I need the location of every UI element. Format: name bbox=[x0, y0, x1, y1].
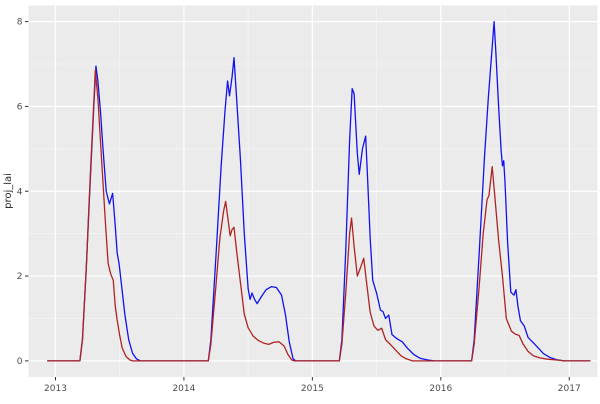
axis-tick-labels: 2013 2014 2015 2016 2017 0 2 4 6 8 bbox=[17, 18, 581, 394]
data-series bbox=[47, 20, 591, 362]
axis-tick-marks bbox=[25, 21, 570, 381]
y-tick-label-8: 8 bbox=[17, 18, 23, 28]
y-tick-label-0: 0 bbox=[17, 357, 23, 367]
x-tick-label-2017: 2017 bbox=[558, 384, 581, 394]
y-tick-label-6: 6 bbox=[17, 102, 23, 112]
x-tick-label-2013: 2013 bbox=[44, 384, 67, 394]
y-axis-title: proj_lai bbox=[3, 173, 14, 209]
x-tick-label-2016: 2016 bbox=[429, 384, 452, 394]
y-tick-label-2: 2 bbox=[17, 272, 23, 282]
x-tick-label-2015: 2015 bbox=[301, 384, 324, 394]
red-line bbox=[47, 69, 591, 362]
y-tick-label-4: 4 bbox=[17, 187, 23, 197]
blue-line bbox=[47, 20, 591, 362]
x-tick-label-2014: 2014 bbox=[172, 384, 195, 394]
